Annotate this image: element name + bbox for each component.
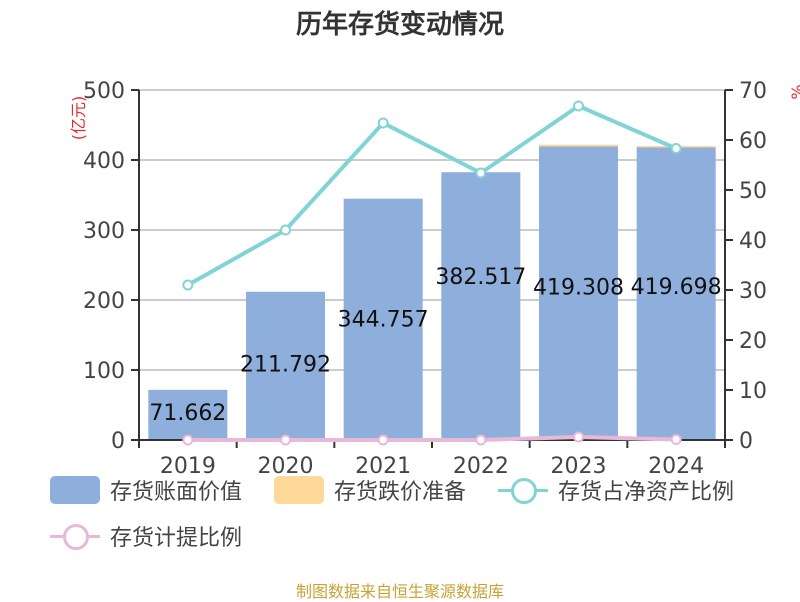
x-tick-label: 2020 xyxy=(258,454,314,479)
legend-label: 存货占净资产比例 xyxy=(558,480,735,505)
right-tick-label: 30 xyxy=(739,279,767,304)
left-tick-label: 0 xyxy=(111,429,125,454)
line-point-marker xyxy=(475,167,487,179)
line-point-marker xyxy=(377,434,389,446)
line-point-marker xyxy=(573,100,584,112)
left-axis-unit-label: (亿元) xyxy=(69,96,88,141)
right-tick-label: 70 xyxy=(739,79,767,104)
bar-book-value xyxy=(441,172,521,440)
x-tick-label: 2019 xyxy=(160,454,216,479)
line-point-marker xyxy=(475,434,487,446)
legend-item-provision-ratio[interactable]: 存货计提比例 xyxy=(50,518,242,554)
legend-item-impairment-reserve[interactable]: 存货跌价准备 xyxy=(274,472,466,508)
line-point-marker xyxy=(280,224,291,236)
line-marker-icon xyxy=(50,522,100,550)
bar-value-label: 211.792 xyxy=(240,353,331,378)
bar-value-label: 419.308 xyxy=(533,275,624,300)
bar-swatch-icon xyxy=(50,476,100,504)
left-tick-label: 200 xyxy=(83,289,125,314)
bar-book-value xyxy=(539,146,618,440)
legend-label: 存货计提比例 xyxy=(110,526,243,551)
bar-series xyxy=(148,144,716,440)
chart-title: 历年存货变动情况 xyxy=(295,10,504,40)
bar-value-label: 71.662 xyxy=(149,401,226,426)
left-tick-label: 100 xyxy=(83,359,125,384)
legend: 存货账面价值 存货跌价准备 存货占净资产比例 存货计提比例 xyxy=(0,470,800,560)
line-point-marker xyxy=(377,117,389,129)
right-axis-unit-label: % xyxy=(788,84,800,99)
x-tick-label: 2022 xyxy=(453,454,509,479)
left-tick-label: 500 xyxy=(83,79,125,104)
right-tick-label: 20 xyxy=(739,329,767,354)
line-marker-icon xyxy=(498,476,548,504)
line-point-marker xyxy=(670,434,682,445)
line-point-marker xyxy=(182,434,194,446)
bar-book-value xyxy=(246,291,325,440)
right-tick-label: 0 xyxy=(739,429,753,454)
right-tick-label: 10 xyxy=(739,379,767,404)
line-net-asset-ratio xyxy=(186,104,677,287)
right-tick-label: 50 xyxy=(739,179,767,204)
x-tick-label: 2024 xyxy=(648,454,704,479)
line-series xyxy=(182,100,682,446)
bar-impairment-reserve xyxy=(539,144,618,147)
bar-swatch-icon xyxy=(274,476,324,504)
bar-value-label: 382.517 xyxy=(435,265,526,290)
bar-value-label: 419.698 xyxy=(631,275,722,300)
data-source-note: 制图数据来自恒生聚源数据库 xyxy=(295,582,504,601)
tick-labels: 0 100 200 300 400 500 0 10 20 30 40 50 60 70 2019 2020 2… xyxy=(69,79,800,479)
grid-lines xyxy=(139,89,725,371)
legend-item-net-asset-ratio[interactable]: 存货占净资产比例 xyxy=(498,472,734,508)
line-point-marker xyxy=(670,143,682,154)
bar-book-value xyxy=(148,389,228,440)
line-point-marker xyxy=(573,431,584,443)
bar-book-value xyxy=(343,198,423,440)
line-point-marker xyxy=(280,434,291,446)
line-point-marker xyxy=(182,279,194,291)
left-tick-label: 300 xyxy=(83,219,125,244)
x-tick-label: 2023 xyxy=(551,454,607,479)
legend-label: 存货跌价准备 xyxy=(334,480,467,505)
legend-label: 存货账面价值 xyxy=(110,480,243,505)
bar-book-value xyxy=(636,146,716,440)
right-tick-label: 40 xyxy=(739,229,767,254)
x-tick-label: 2021 xyxy=(355,454,411,479)
line-provision-ratio xyxy=(187,435,677,442)
left-tick-label: 400 xyxy=(83,149,125,174)
right-tick-label: 60 xyxy=(739,129,767,154)
legend-item-book-value[interactable]: 存货账面价值 xyxy=(50,472,242,508)
bar-value-label: 344.757 xyxy=(338,308,429,333)
